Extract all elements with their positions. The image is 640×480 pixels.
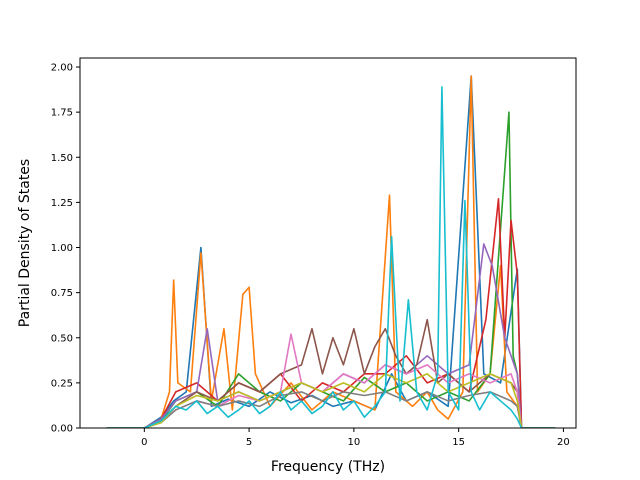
series-line-9 (106, 373, 556, 428)
y-axis: 0.00 0.25 0.50 0.75 1.00 1.25 1.50 1.75 2.00 (51, 63, 80, 435)
x-axis: 0 5 10 15 20 (141, 428, 570, 448)
y-tick-label: 0.75 (51, 288, 73, 299)
y-tick-label: 0.25 (51, 378, 73, 389)
plot-frame (79, 57, 577, 429)
y-tick-label: 1.50 (51, 153, 73, 164)
series-layer (106, 75, 556, 428)
series-line-8 (106, 391, 556, 428)
x-tick-label: 20 (557, 437, 570, 448)
y-tick-label: 2.00 (51, 63, 73, 74)
x-tick-label: 15 (452, 437, 465, 448)
series-line-1 (106, 75, 556, 428)
y-axis-label: Partial Density of States (17, 159, 33, 327)
x-tick-label: 5 (246, 437, 252, 448)
x-tick-label: 10 (348, 437, 361, 448)
y-tick-label: 0.50 (51, 333, 73, 344)
x-tick-label: 0 (141, 437, 147, 448)
y-tick-label: 1.25 (51, 198, 73, 209)
x-axis-label: Frequency (THz) (271, 459, 385, 475)
series-line-10 (106, 86, 556, 428)
y-tick-label: 0.00 (51, 424, 73, 435)
y-tick-label: 1.75 (51, 108, 73, 119)
y-tick-label: 1.00 (51, 243, 73, 254)
